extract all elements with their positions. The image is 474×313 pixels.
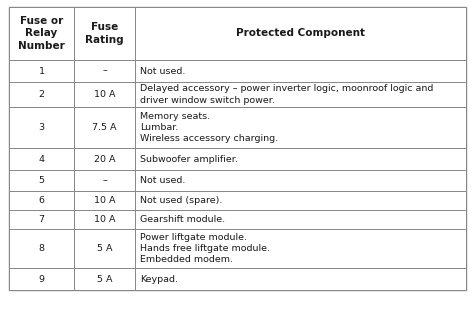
Text: 10 A: 10 A xyxy=(94,90,115,99)
Text: 5 A: 5 A xyxy=(97,275,112,284)
Bar xyxy=(74,148,135,170)
Bar xyxy=(135,229,466,268)
Text: –: – xyxy=(102,176,107,185)
Bar xyxy=(74,210,135,229)
Text: Not used (spare).: Not used (spare). xyxy=(140,196,222,205)
Text: Delayed accessory – power inverter logic, moonroof logic and
driver window switc: Delayed accessory – power inverter logic… xyxy=(140,84,433,105)
Text: 6: 6 xyxy=(38,196,45,205)
Bar xyxy=(74,82,135,107)
Bar xyxy=(74,7,135,60)
Bar xyxy=(135,60,466,82)
Text: 10 A: 10 A xyxy=(94,196,115,205)
Bar xyxy=(74,268,135,290)
Bar xyxy=(74,107,135,148)
Bar xyxy=(135,82,466,107)
Bar xyxy=(74,170,135,191)
Text: 4: 4 xyxy=(38,155,45,163)
Text: Fuse or
Relay
Number: Fuse or Relay Number xyxy=(18,16,65,51)
Text: Subwoofer amplifier.: Subwoofer amplifier. xyxy=(140,155,238,163)
Bar xyxy=(9,60,74,82)
Text: 7: 7 xyxy=(38,215,45,224)
Text: 8: 8 xyxy=(38,244,45,253)
Text: Not used.: Not used. xyxy=(140,66,185,75)
Text: Not used.: Not used. xyxy=(140,176,185,185)
Text: 20 A: 20 A xyxy=(94,155,115,163)
Bar xyxy=(135,107,466,148)
Bar xyxy=(135,148,466,170)
Text: Protected Component: Protected Component xyxy=(236,28,365,38)
Bar xyxy=(74,60,135,82)
Text: Gearshift module.: Gearshift module. xyxy=(140,215,225,224)
Text: 5: 5 xyxy=(38,176,45,185)
Bar xyxy=(9,170,74,191)
Bar xyxy=(74,191,135,210)
Bar xyxy=(9,7,74,60)
Bar xyxy=(9,82,74,107)
Text: 2: 2 xyxy=(38,90,45,99)
Text: 7.5 A: 7.5 A xyxy=(92,123,117,132)
Bar xyxy=(9,191,74,210)
Text: Memory seats.
Lumbar.
Wireless accessory charging.: Memory seats. Lumbar. Wireless accessory… xyxy=(140,111,278,143)
Bar xyxy=(135,7,466,60)
Bar xyxy=(135,268,466,290)
Bar xyxy=(74,229,135,268)
Bar xyxy=(9,268,74,290)
Bar xyxy=(135,170,466,191)
Text: Keypad.: Keypad. xyxy=(140,275,178,284)
Bar xyxy=(9,107,74,148)
Text: 1: 1 xyxy=(38,66,45,75)
Bar xyxy=(9,148,74,170)
Text: –: – xyxy=(102,66,107,75)
Bar xyxy=(9,210,74,229)
Text: 5 A: 5 A xyxy=(97,244,112,253)
Text: 3: 3 xyxy=(38,123,45,132)
Text: 10 A: 10 A xyxy=(94,215,115,224)
Text: Power liftgate module.
Hands free liftgate module.
Embedded modem.: Power liftgate module. Hands free liftga… xyxy=(140,233,270,264)
Bar xyxy=(135,210,466,229)
Bar xyxy=(9,229,74,268)
Bar xyxy=(135,191,466,210)
Text: 9: 9 xyxy=(38,275,45,284)
Text: Fuse
Rating: Fuse Rating xyxy=(85,22,124,45)
